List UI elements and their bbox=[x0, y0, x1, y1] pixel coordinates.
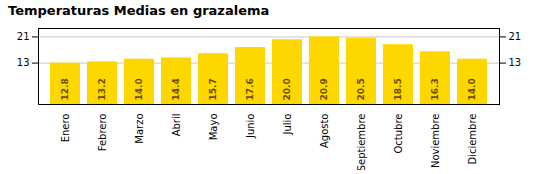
svg-text:20.0: 20.0 bbox=[282, 78, 292, 100]
svg-text:13.2: 13.2 bbox=[97, 78, 107, 100]
svg-text:17.6: 17.6 bbox=[245, 78, 255, 100]
svg-text:Noviembre: Noviembre bbox=[430, 114, 441, 169]
svg-text:12.8: 12.8 bbox=[60, 78, 70, 100]
svg-text:13: 13 bbox=[17, 57, 30, 68]
svg-text:14.0: 14.0 bbox=[467, 78, 477, 100]
svg-text:20.9: 20.9 bbox=[319, 78, 329, 100]
svg-text:Diciembre: Diciembre bbox=[467, 114, 478, 165]
svg-text:16.3: 16.3 bbox=[430, 78, 440, 100]
svg-text:20.5: 20.5 bbox=[356, 78, 366, 100]
svg-text:Agosto: Agosto bbox=[319, 114, 330, 149]
svg-text:Junio: Junio bbox=[245, 114, 256, 140]
svg-text:Mayo: Mayo bbox=[208, 114, 219, 141]
svg-text:Enero: Enero bbox=[60, 114, 71, 143]
svg-text:14.0: 14.0 bbox=[134, 78, 144, 100]
svg-text:13: 13 bbox=[509, 57, 522, 68]
html-text:Temperaturas Medias en grazale: Temperaturas Medias en grazalema bbox=[8, 3, 270, 18]
svg-text:Octubre: Octubre bbox=[393, 114, 404, 154]
svg-text:21: 21 bbox=[17, 31, 30, 42]
svg-text:14.4: 14.4 bbox=[171, 78, 181, 100]
svg-text:18.5: 18.5 bbox=[393, 78, 403, 100]
svg-text:Julio: Julio bbox=[282, 114, 293, 136]
svg-text:15.7: 15.7 bbox=[208, 78, 218, 100]
svg-text:21: 21 bbox=[509, 31, 522, 42]
svg-text:Septiembre: Septiembre bbox=[356, 114, 367, 171]
svg-text:Febrero: Febrero bbox=[97, 114, 108, 152]
svg-text:Marzo: Marzo bbox=[134, 114, 145, 144]
svg-text:Abril: Abril bbox=[171, 114, 182, 137]
